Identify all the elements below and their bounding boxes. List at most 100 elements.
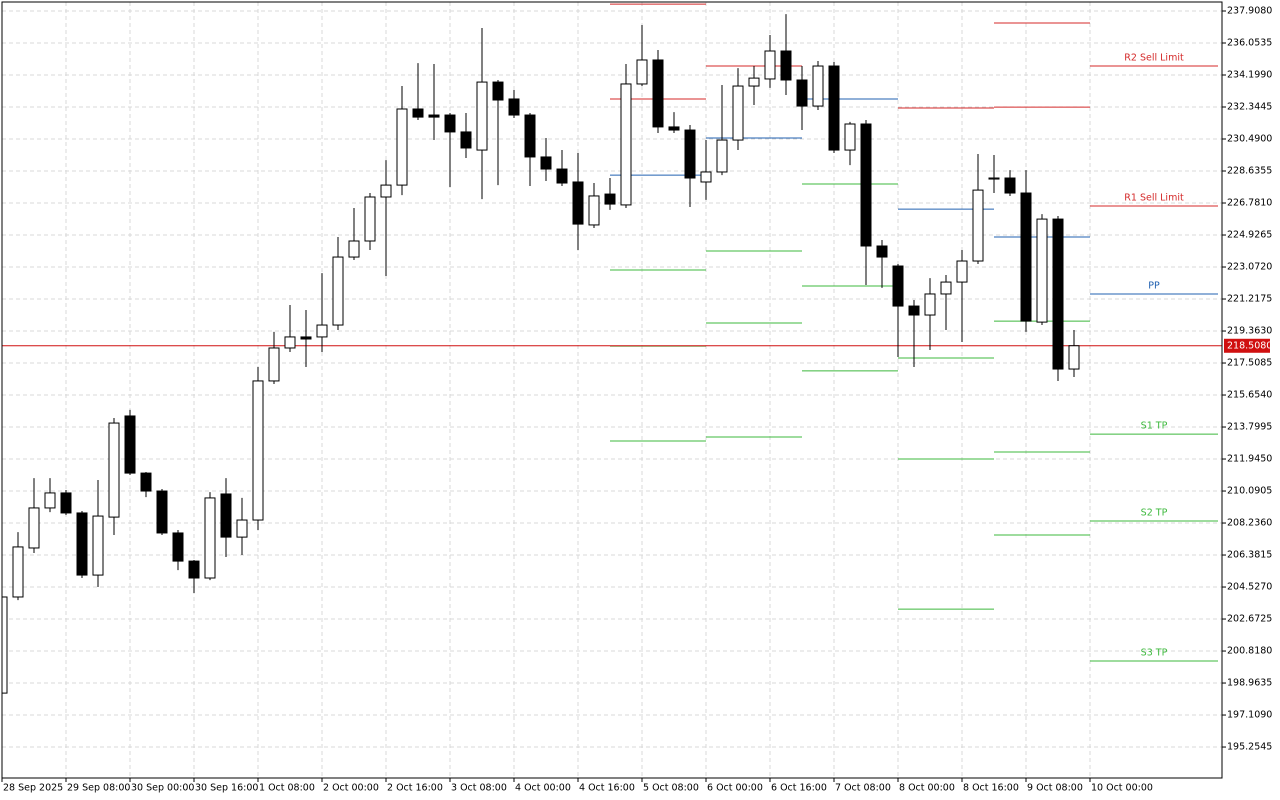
candle-body-up <box>12 546 24 598</box>
candle-body-up <box>972 189 984 262</box>
x-tick-label: 6 Oct 00:00 <box>707 783 763 794</box>
x-tick-label: 10 Oct 00:00 <box>1091 783 1153 794</box>
y-tick-label: 237.9080 <box>1227 6 1272 17</box>
candle-body-down <box>540 156 552 170</box>
candle-body-down <box>828 65 840 151</box>
candle-body-down <box>412 108 424 118</box>
y-tick-label: 195.2545 <box>1227 742 1272 753</box>
axes: 195.2545 197.1090 198.9635 200.8180 202.6725… <box>1 6 1272 794</box>
candle-body-up <box>748 77 760 87</box>
y-tick-label: 236.0535 <box>1227 38 1272 49</box>
x-tick-label: 2 Oct 16:00 <box>387 783 443 794</box>
candle-body-down <box>428 114 440 118</box>
candle-body-up <box>620 83 632 206</box>
candle-body-up <box>2 596 8 694</box>
y-tick-label: 232.3445 <box>1227 102 1272 113</box>
candle-body-up <box>252 380 264 521</box>
candle-body-down <box>1052 218 1064 370</box>
x-tick-label: 1 Oct 08:00 <box>259 783 315 794</box>
candle-body-down <box>156 490 168 534</box>
candle-body-up <box>92 515 104 576</box>
y-tick-label: 219.3630 <box>1227 326 1272 337</box>
y-tick-label: 197.1090 <box>1227 710 1272 721</box>
candle-body-down <box>604 193 616 205</box>
x-tick-label: 29 Sep 08:00 <box>67 783 130 794</box>
y-tick-label: 224.9265 <box>1227 230 1272 241</box>
candle-body-down <box>668 126 680 131</box>
candle-body-up <box>924 293 936 316</box>
pivot-label: PP <box>1148 280 1160 291</box>
candle-body-up <box>716 139 728 173</box>
x-tick-label: 28 Sep 2025 <box>3 783 63 794</box>
x-tick-label: 30 Sep 16:00 <box>195 783 258 794</box>
candle-body-up <box>396 108 408 186</box>
x-tick-label: 7 Oct 08:00 <box>835 783 891 794</box>
x-tick-label: 6 Oct 16:00 <box>771 783 827 794</box>
candle-body-up <box>956 260 968 283</box>
candle-body-up <box>28 507 40 549</box>
candle-body-down <box>220 493 232 538</box>
y-tick-label: 198.9635 <box>1227 678 1272 689</box>
candle-body-up <box>636 59 648 85</box>
current-price-label: 218.5080 <box>1227 340 1272 351</box>
candle-body-down <box>780 50 792 81</box>
candle-body-down <box>444 114 456 133</box>
candle-body-up <box>764 50 776 80</box>
candle-body-up <box>1036 218 1048 323</box>
candle-body-up <box>476 81 488 151</box>
candle-body-down <box>524 114 536 158</box>
y-tick-label: 230.4900 <box>1227 134 1272 145</box>
candle-body-up <box>1068 345 1080 370</box>
candle-body-down <box>652 59 664 128</box>
pivot-label: S2 TP <box>1141 508 1168 519</box>
y-tick-label: 226.7810 <box>1227 198 1272 209</box>
x-tick-label: 9 Oct 08:00 <box>1027 783 1083 794</box>
x-tick-label: 8 Oct 00:00 <box>899 783 955 794</box>
plot-border <box>1 1 1223 779</box>
candle-body-up <box>364 196 376 242</box>
candle-body-up <box>204 497 216 579</box>
candle-body-down <box>684 129 696 179</box>
x-tick-label: 4 Oct 16:00 <box>579 783 635 794</box>
pivot-label: S1 TP <box>1141 421 1168 432</box>
candle-body-down <box>508 98 520 116</box>
candle-body-up <box>940 281 952 295</box>
x-tick-label: 8 Oct 16:00 <box>963 783 1019 794</box>
candle-body-up <box>268 347 280 382</box>
x-tick-label: 2 Oct 00:00 <box>323 783 379 794</box>
candle-body-down <box>876 245 888 258</box>
y-tick-label: 215.6540 <box>1227 390 1272 401</box>
candle-body-down <box>556 168 568 184</box>
x-tick-label: 5 Oct 08:00 <box>643 783 699 794</box>
candle-body-up <box>236 519 248 538</box>
current-price-box <box>1224 338 1270 353</box>
y-tick-label: 206.3815 <box>1227 550 1272 561</box>
candle-body-down <box>76 512 88 576</box>
candle-body-down <box>892 265 904 307</box>
candle-body-down <box>860 123 872 247</box>
candle-body-up <box>284 336 296 349</box>
candle-body-down <box>908 305 920 316</box>
y-tick-label: 211.9450 <box>1227 454 1272 465</box>
y-tick-label: 234.1990 <box>1227 70 1272 81</box>
candle-body-up <box>316 324 328 338</box>
pivot-label: S3 TP <box>1141 648 1168 659</box>
candle-body-down <box>172 532 184 562</box>
x-tick-label: 30 Sep 00:00 <box>131 783 194 794</box>
candle-body-up <box>844 123 856 151</box>
candle-body-up <box>348 240 360 258</box>
candle-body-down <box>124 415 136 474</box>
candle-body-down <box>60 492 72 514</box>
candle-body-down <box>1020 192 1032 322</box>
candle-body-up <box>988 177 1000 180</box>
candle-body-up <box>332 256 344 326</box>
candle-body-up <box>700 171 712 183</box>
y-tick-label: 221.2175 <box>1227 294 1272 305</box>
y-tick-label: 210.0905 <box>1227 486 1272 497</box>
candle-body-down <box>572 181 584 225</box>
candle-body-down <box>460 131 472 149</box>
candle-body-up <box>812 65 824 107</box>
candle-body-up <box>44 492 56 509</box>
